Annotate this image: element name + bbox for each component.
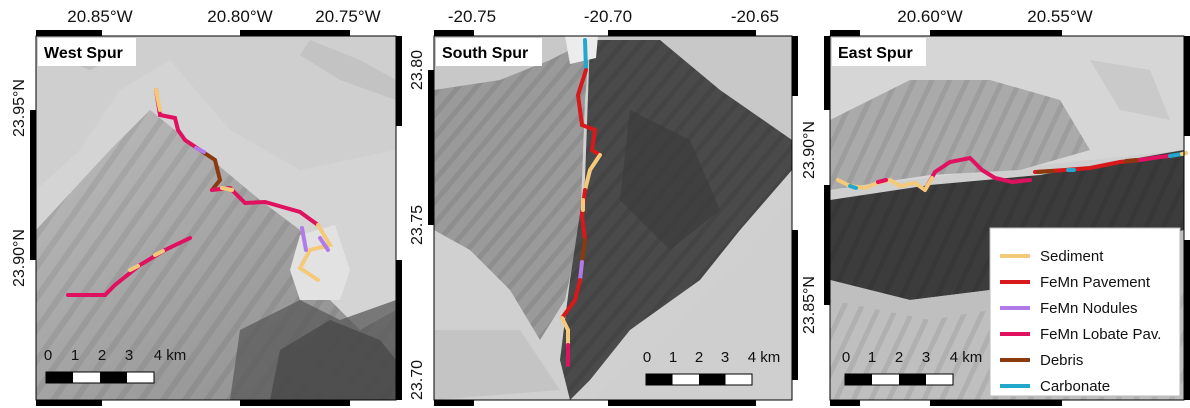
east-spur-panel: 20.60°W 20.55°W 23.90°N 23.85°N: [790, 0, 1190, 408]
legend-item-debris: Debris: [1000, 352, 1083, 369]
top-tick-label: -20.65: [731, 7, 779, 26]
svg-text:2: 2: [695, 349, 703, 366]
svg-text:3: 3: [922, 349, 930, 366]
legend: Sediment FeMn Pavement FeMn Nodules FeMn…: [989, 227, 1181, 397]
side-tick-label: 23.85°N: [801, 276, 818, 334]
south-spur-panel: -20.75 -20.70 -20.65 23.80 23.75 23.70: [400, 0, 805, 408]
panel-title-box: [832, 38, 926, 66]
top-tick-label: 20.80°W: [207, 7, 272, 26]
top-tick-label: -20.75: [448, 7, 496, 26]
panel-title: South Spur: [442, 45, 528, 62]
west-spur-transect-main: [154, 88, 334, 282]
top-tick-label: -20.70: [584, 7, 632, 26]
south-spur-frame: [428, 30, 798, 406]
scale-bar: 0 1 2 3 4 km: [842, 349, 983, 386]
top-tick-label: 20.75°W: [315, 7, 380, 26]
side-tick-label: 23.75: [409, 205, 426, 245]
panel-title-box: [38, 38, 136, 66]
svg-text:1: 1: [71, 347, 79, 364]
side-tick-label: 23.90°N: [801, 121, 818, 179]
svg-text:0: 0: [44, 347, 52, 364]
west-spur-panel: 20.85°W 20.80°W 20.75°W 23.95°N 23.90°N: [0, 0, 410, 408]
west-spur-map: [36, 36, 396, 400]
panel-title: West Spur: [44, 45, 123, 62]
top-tick-label: 20.85°W: [67, 7, 132, 26]
svg-text:2: 2: [895, 349, 903, 366]
side-tick-label: 23.70: [409, 360, 426, 400]
svg-text:FeMn Nodules: FeMn Nodules: [1040, 300, 1138, 317]
scale-bar: 0 1 2 3 4 km: [643, 349, 781, 386]
panel-title: East Spur: [838, 45, 913, 62]
west-spur-frame: [30, 30, 402, 406]
legend-item-carbonate: Carbonate: [1000, 378, 1110, 395]
side-tick-label: 23.80: [409, 50, 426, 90]
svg-text:0: 0: [842, 349, 850, 366]
south-spur-map: [434, 36, 792, 400]
legend-item-femn-pavement: FeMn Pavement: [1000, 274, 1151, 291]
svg-text:0: 0: [643, 349, 651, 366]
svg-text:Carbonate: Carbonate: [1040, 378, 1110, 395]
svg-text:3: 3: [721, 349, 729, 366]
side-tick-label: 23.90°N: [11, 229, 28, 287]
legend-item-femn-nodules: FeMn Nodules: [1000, 300, 1138, 317]
svg-text:1: 1: [868, 349, 876, 366]
svg-text:FeMn Pavement: FeMn Pavement: [1040, 274, 1151, 291]
east-spur-frame: [824, 30, 1190, 406]
panel-title-box: [436, 38, 542, 66]
top-tick-label: 20.55°W: [1027, 7, 1092, 26]
side-tick-label: 23.95°N: [11, 79, 28, 137]
svg-text:3: 3: [125, 347, 133, 364]
svg-text:4 km: 4 km: [748, 349, 781, 366]
svg-text:Sediment: Sediment: [1040, 248, 1104, 265]
svg-text:Debris: Debris: [1040, 352, 1083, 369]
legend-item-sediment: Sediment: [1000, 248, 1104, 265]
west-spur-transect-lower: [66, 236, 192, 297]
scale-bar: 0 1 2 3 4 km: [44, 347, 187, 384]
svg-text:2: 2: [98, 347, 106, 364]
svg-text:4 km: 4 km: [154, 347, 187, 364]
top-tick-label: 20.60°W: [897, 7, 962, 26]
svg-text:4 km: 4 km: [950, 349, 983, 366]
south-spur-transect: [560, 38, 602, 367]
east-spur-transect: [836, 151, 1188, 192]
svg-text:FeMn Lobate Pav.: FeMn Lobate Pav.: [1040, 326, 1161, 343]
legend-item-femn-lobate: FeMn Lobate Pav.: [1000, 326, 1161, 343]
svg-text:1: 1: [669, 349, 677, 366]
